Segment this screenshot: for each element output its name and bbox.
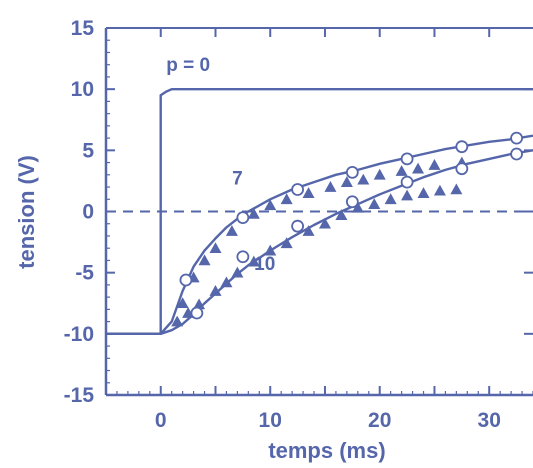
x-axis-title: temps (ms) <box>268 438 385 463</box>
y-tick-label: 0 <box>82 201 94 224</box>
y-tick-label: 5 <box>82 139 94 162</box>
triangle-marker <box>318 217 331 229</box>
triangle-marker <box>351 201 364 213</box>
triangle-marker <box>450 183 463 195</box>
triangle-marker <box>247 207 260 219</box>
markers-group <box>171 131 523 327</box>
triangle-marker <box>171 315 184 327</box>
x-tick-label: 20 <box>368 409 391 432</box>
triangle-marker <box>335 209 348 220</box>
annotations-group: p = 0 7 10 <box>166 55 275 275</box>
y-tick-label: 10 <box>71 78 94 101</box>
open-circle-marker <box>400 152 414 166</box>
triangle-marker <box>280 237 293 249</box>
triangle-marker <box>384 193 397 205</box>
triangle-marker <box>340 176 353 187</box>
triangle-marker <box>209 285 222 296</box>
annotation-label: 7 <box>232 169 243 190</box>
triangle-marker <box>220 276 233 288</box>
open-circle-marker <box>236 211 250 225</box>
open-circle-marker <box>510 131 523 145</box>
triangle-marker <box>198 254 211 266</box>
triangle-marker <box>264 199 277 211</box>
annotation-label: p = 0 <box>166 55 210 76</box>
triangle-marker <box>324 181 337 192</box>
triangle-marker <box>209 242 222 253</box>
triangle-marker <box>193 298 206 310</box>
y-tick-label: 15 <box>71 17 95 40</box>
triangle-marker <box>433 184 446 196</box>
triangle-marker <box>373 168 386 180</box>
x-tick-label: 30 <box>478 409 501 432</box>
y-ticks-group: 15 10 5 0 -5 -10 -15 <box>64 17 533 407</box>
triangle-marker <box>368 198 381 209</box>
triangle-marker <box>395 165 408 176</box>
y-tick-label: -15 <box>64 384 95 407</box>
open-circle-marker <box>291 183 305 196</box>
open-circle-marker <box>400 175 414 189</box>
triangle-marker <box>302 225 315 236</box>
open-circle-marker <box>510 147 523 161</box>
triangle-marker <box>231 266 244 278</box>
triangle-marker <box>302 187 315 198</box>
triangle-marker <box>357 173 370 185</box>
triangle-marker <box>247 255 260 267</box>
series-line-2 <box>106 149 533 335</box>
y-tick-label: -5 <box>75 262 94 285</box>
triangle-marker <box>412 162 425 174</box>
open-circle-marker <box>345 165 359 179</box>
open-circle-marker <box>345 195 359 209</box>
triangle-marker <box>417 187 430 198</box>
open-circle-marker <box>291 219 305 233</box>
open-circle-marker <box>236 250 250 264</box>
triangle-marker <box>225 225 238 236</box>
y-axis-title: tension (V) <box>14 155 39 269</box>
open-circle-marker <box>179 273 193 287</box>
y-tick-label: -10 <box>64 323 94 346</box>
open-circle-marker <box>190 306 204 320</box>
triangle-marker <box>401 189 414 201</box>
open-circle-marker <box>455 162 469 176</box>
triangle-marker <box>264 244 277 256</box>
triangle-marker <box>428 159 441 170</box>
series-line-1 <box>106 134 533 335</box>
triangle-marker <box>280 193 293 205</box>
open-circle-marker <box>455 140 469 154</box>
x-tick-label: 0 <box>155 409 167 432</box>
x-ticks-group: 0 10 20 30 <box>105 28 533 432</box>
x-tick-label: 10 <box>259 409 282 432</box>
triangle-marker <box>176 297 189 309</box>
annotation-label: 10 <box>254 254 275 275</box>
